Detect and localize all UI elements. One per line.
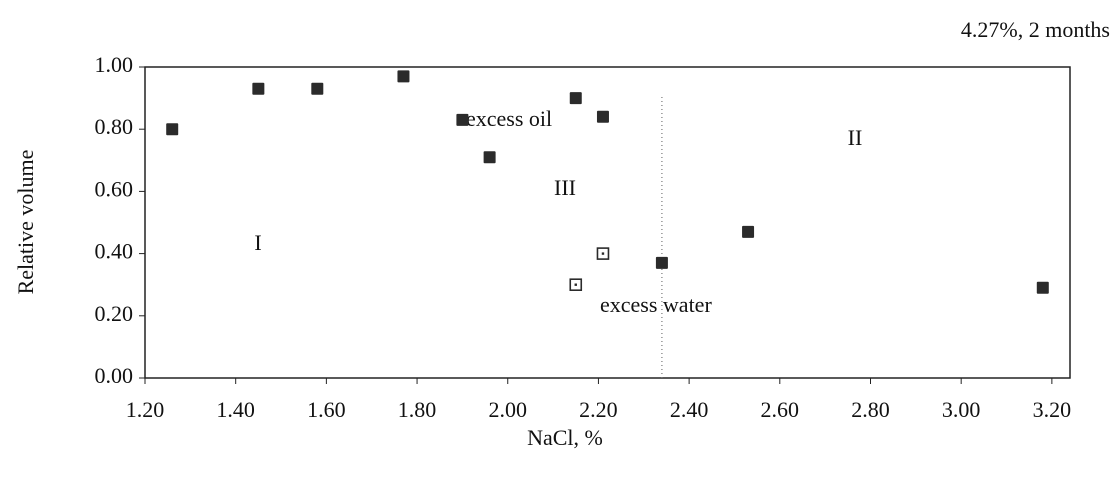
x-tick-label: 2.60 [761, 397, 800, 422]
x-tick-label: 1.60 [307, 397, 346, 422]
y-axis-label: Relative volume [13, 150, 38, 295]
x-tick-label: 2.00 [488, 397, 527, 422]
y-tick-label: 1.00 [95, 52, 134, 77]
marker [742, 225, 755, 238]
subtitle: 4.27%, 2 months [961, 17, 1110, 42]
x-tick-label: 2.40 [670, 397, 709, 422]
annotation: excess oil [466, 106, 552, 131]
annotation: III [554, 175, 576, 200]
y-tick-label: 0.80 [95, 114, 134, 139]
annotation: I [254, 230, 261, 255]
x-tick-label: 3.20 [1033, 397, 1072, 422]
marker [397, 70, 410, 83]
marker [596, 110, 609, 123]
x-tick-label: 2.20 [579, 397, 618, 422]
x-tick-label: 1.40 [216, 397, 255, 422]
y-tick-label: 0.20 [95, 301, 134, 326]
marker-dot [601, 252, 605, 255]
y-tick-label: 0.00 [95, 363, 134, 388]
y-tick-label: 0.60 [95, 176, 134, 201]
x-tick-label: 1.80 [398, 397, 437, 422]
marker-dot [574, 283, 577, 286]
x-tick-label: 2.80 [851, 397, 890, 422]
annotation: II [848, 125, 863, 150]
marker [655, 256, 668, 269]
marker [252, 82, 265, 95]
plot-area [144, 66, 1071, 379]
x-axis-label: NaCl, % [527, 425, 603, 450]
y-tick-label: 0.40 [95, 239, 134, 264]
marker [456, 113, 469, 126]
marker [311, 82, 324, 95]
x-tick-label: 3.00 [942, 397, 981, 422]
marker [569, 92, 582, 105]
x-tick-label: 1.20 [126, 397, 165, 422]
marker [166, 123, 179, 136]
marker [1036, 281, 1049, 294]
annotation: excess water [600, 292, 712, 317]
marker [483, 151, 496, 164]
